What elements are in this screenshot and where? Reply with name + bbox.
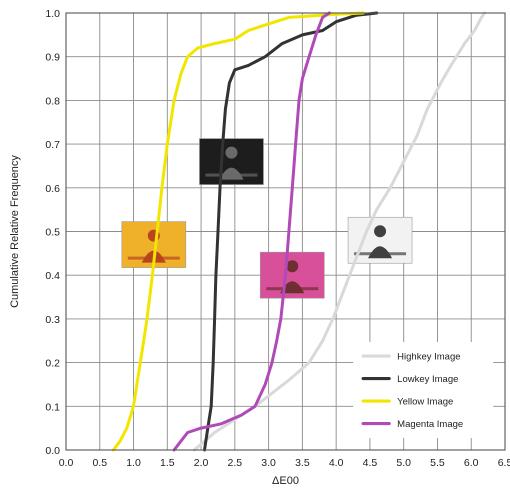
legend-label: Yellow Image xyxy=(397,397,453,408)
y-tick-label: 0.6 xyxy=(45,183,60,195)
x-tick-label: 3.5 xyxy=(295,457,310,469)
x-tick-label: 3.0 xyxy=(261,457,276,469)
axes: 0.0 0.5 1.0 1.5 2.0 2.5 3.0 3.5 4.0 4.5 5.0 5.5 6.0 6… xyxy=(45,8,510,469)
thumbnail-table xyxy=(354,252,407,256)
legend-label: Lowkey Image xyxy=(397,374,458,385)
thumbnail-highkey-image xyxy=(347,216,413,264)
y-tick-label: 0.7 xyxy=(45,139,60,151)
x-tick-label: 6.0 xyxy=(464,457,479,469)
x-tick-label: 0.5 xyxy=(92,457,107,469)
legend-label: Magenta Image xyxy=(397,419,463,430)
series-line-yellow-image xyxy=(111,11,365,452)
thumbnails xyxy=(121,138,413,299)
y-tick-label: 0.3 xyxy=(45,314,60,326)
y-tick-label: 0.2 xyxy=(45,358,60,370)
series-line-lowkey-image xyxy=(203,11,379,452)
y-tick-label: 0.0 xyxy=(45,445,60,457)
thumbnail-figure-head xyxy=(286,260,299,273)
series xyxy=(111,11,487,452)
x-tick-label: 6.5 xyxy=(498,457,510,469)
series-line-magenta-image xyxy=(172,11,331,452)
x-tick-label: 0.0 xyxy=(59,457,74,469)
thumbnail-lowkey-image xyxy=(199,138,264,185)
x-tick-label: 1.5 xyxy=(160,457,175,469)
thumbnail-figure-head xyxy=(225,146,238,159)
x-tick-label: 4.0 xyxy=(329,457,344,469)
x-tick-label: 2.5 xyxy=(228,457,243,469)
legend: Highkey Image Lowkey Image Yellow Image Mag… xyxy=(353,342,494,439)
x-tick-label: 2.0 xyxy=(194,457,209,469)
y-axis-label: Cumulative Relative Frequency xyxy=(9,155,21,308)
thumbnail-magenta-image xyxy=(259,251,325,299)
x-tick-label: 4.5 xyxy=(363,457,378,469)
plot-frame xyxy=(65,12,506,451)
y-tick-label: 1.0 xyxy=(45,8,60,20)
thumbnail-figure-head xyxy=(374,225,387,238)
x-tick-label: 1.0 xyxy=(126,457,141,469)
thumbnail-table xyxy=(205,173,258,177)
x-tick-label: 5.0 xyxy=(396,457,411,469)
y-tick-label: 0.1 xyxy=(45,401,60,413)
y-tick-label: 0.5 xyxy=(45,227,60,239)
legend-label: Highkey Image xyxy=(397,352,460,363)
x-tick-label: 5.5 xyxy=(430,457,445,469)
x-axis-label: ΔE00 xyxy=(272,475,299,487)
y-tick-label: 0.4 xyxy=(45,270,60,282)
y-tick-label: 0.9 xyxy=(45,52,60,64)
thumbnail-table xyxy=(266,287,319,291)
y-tick-label: 0.8 xyxy=(45,95,60,107)
